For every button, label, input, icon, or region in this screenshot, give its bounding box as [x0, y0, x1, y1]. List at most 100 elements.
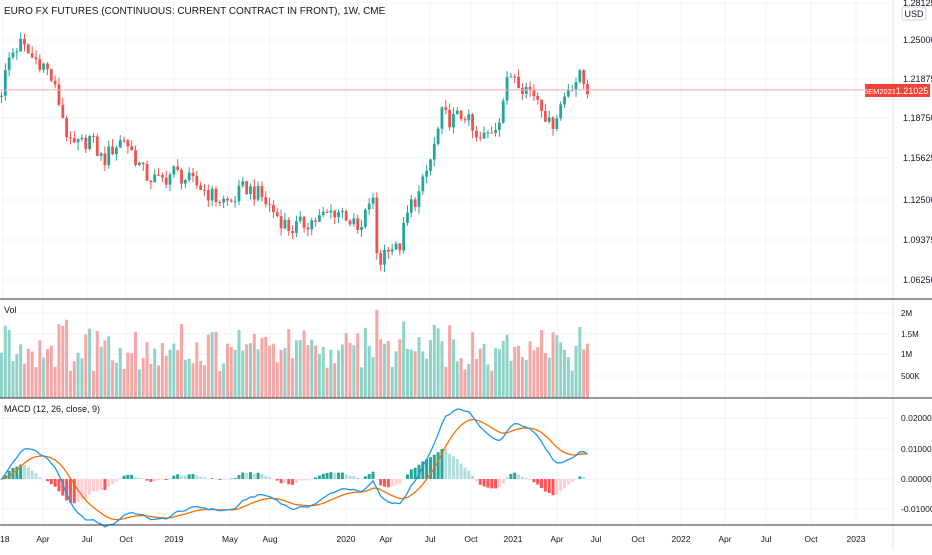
macd-histogram-bar — [325, 472, 329, 479]
candle-body — [141, 162, 145, 165]
volume-bar — [72, 361, 76, 398]
time-axis[interactable]: 18 Apr Jul Oct 2019 May Aug 2020 Apr Jul Oct 2021 Ap… — [0, 534, 866, 544]
time-tick: Apr — [550, 534, 563, 544]
volume-bar — [210, 332, 214, 398]
volume-bar — [107, 336, 111, 398]
time-tick: 2020 — [337, 534, 356, 544]
candle-body — [360, 227, 363, 230]
volume-bar — [76, 352, 80, 398]
candle-body — [145, 164, 149, 181]
last-price-badge — [895, 84, 930, 97]
candle-body — [153, 174, 157, 183]
currency-badge[interactable] — [901, 6, 927, 21]
macd-histogram-bar — [306, 479, 310, 481]
macd-histogram-bar — [34, 473, 38, 479]
macd-histogram-bar — [340, 472, 344, 479]
volume-bar — [394, 351, 398, 398]
macd-histogram-bar — [524, 478, 528, 479]
volume-bar — [371, 357, 375, 398]
candle-body — [498, 122, 501, 130]
volume-bar — [344, 332, 348, 398]
macd-histogram-bar — [375, 479, 379, 480]
volume-bar — [122, 368, 126, 398]
macd-histogram-bar — [367, 473, 371, 479]
candle-body — [180, 169, 183, 184]
price-tick: 1.12500 — [903, 195, 932, 205]
macd-title[interactable]: MACD (12, 26, close, 9) — [4, 404, 100, 414]
symbol-title[interactable]: EURO FX FUTURES (CONTINUOUS: CURRENT CON… — [4, 6, 386, 17]
volume-bar — [237, 329, 241, 398]
macd-histogram-bar — [333, 472, 337, 479]
candle-body — [49, 69, 53, 81]
macd-histogram-bar — [248, 472, 252, 479]
volume-bar — [513, 346, 517, 398]
candle-body — [168, 174, 172, 185]
candle-body — [30, 53, 34, 58]
candle-body — [191, 172, 195, 176]
candle-body — [517, 76, 520, 88]
candle-body — [26, 44, 30, 54]
volume-bar — [222, 363, 226, 398]
volume-bar — [482, 343, 486, 398]
macd-histogram-bar — [474, 479, 478, 481]
macd-histogram-bar — [241, 472, 245, 479]
symbol-badge-label: 6EM2021 — [864, 87, 896, 96]
candle-body — [84, 137, 88, 150]
volume-bar — [543, 353, 547, 398]
candle-body — [482, 132, 486, 139]
price-tick: 1.25000 — [903, 35, 932, 45]
candlestick-series[interactable] — [0, 32, 589, 272]
time-tick: Apr — [379, 534, 392, 544]
time-tick: 2021 — [504, 534, 523, 544]
volume-bar — [233, 349, 237, 398]
macd-histogram-bar — [321, 473, 325, 479]
time-tick: 18 — [0, 534, 10, 544]
macd-histogram-bar — [451, 456, 455, 479]
macd-histogram-bar — [15, 466, 19, 479]
macd-histogram-bar — [199, 476, 203, 479]
macd-histogram-bar — [417, 464, 421, 479]
macd-histogram-bar — [145, 479, 149, 481]
macd-histogram-bar — [237, 475, 241, 479]
volume-bar — [187, 358, 191, 398]
candle-body — [356, 218, 360, 230]
volume-bar — [260, 337, 264, 398]
volume-title[interactable]: Vol — [4, 305, 17, 315]
volume-bar — [444, 366, 448, 398]
macd-histogram-bar — [405, 474, 409, 479]
volume-bar — [61, 325, 65, 398]
candle-body — [229, 200, 233, 202]
macd-histogram-bar — [337, 472, 341, 479]
macd-histogram-bar — [225, 479, 229, 480]
macd-histogram-bar — [551, 479, 555, 496]
macd-histogram-bar — [38, 477, 42, 479]
candle-body — [406, 212, 409, 223]
volume-bar — [363, 327, 367, 398]
macd-histogram-bar — [260, 473, 264, 479]
macd-histogram — [0, 448, 589, 504]
macd-histogram-bar — [578, 476, 582, 479]
candle-body — [210, 188, 214, 201]
macd-histogram-bar — [570, 479, 574, 483]
volume-bar — [7, 329, 11, 398]
price-axis[interactable]: 1.28125 1.25000 1.21875 1.18750 1.15625 … — [903, 0, 932, 285]
macd-histogram-bar — [478, 479, 482, 485]
candle-body — [57, 84, 61, 105]
candle-body — [505, 77, 509, 101]
candle-body — [7, 57, 11, 71]
macd-histogram-bar — [111, 479, 115, 485]
candle-body — [38, 59, 42, 70]
time-tick: May — [222, 534, 239, 544]
volume-bar — [298, 340, 302, 398]
volume-bar — [275, 362, 279, 398]
candle-body — [23, 38, 26, 45]
macd-histogram-bar — [264, 475, 268, 479]
volume-bar — [294, 340, 298, 398]
candle-body — [245, 181, 249, 195]
macd-histogram-bar — [501, 479, 505, 484]
candle-body — [3, 70, 7, 96]
candle-body — [547, 117, 551, 122]
macd-histogram-bar — [176, 474, 180, 479]
